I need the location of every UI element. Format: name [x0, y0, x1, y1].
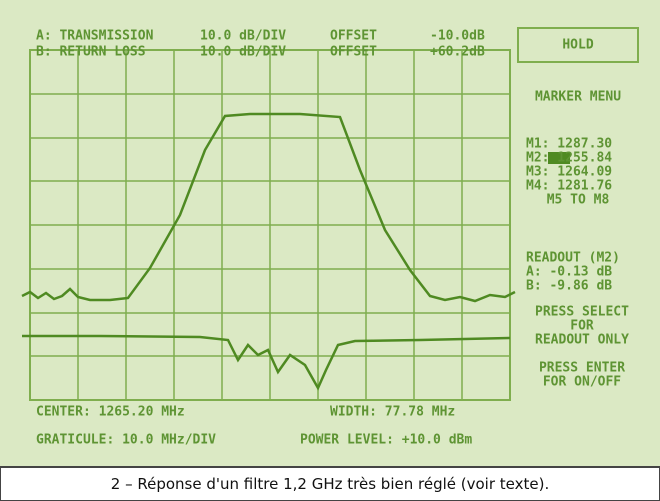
screen-bg — [0, 0, 660, 466]
hint: FOR — [570, 319, 594, 334]
header-text: B: RETURN LOSS — [36, 45, 146, 60]
marker: M4: 1281.76 — [526, 179, 612, 194]
marker: M1: 1287.30 — [526, 137, 612, 152]
hold-label: HOLD — [562, 38, 593, 53]
screen: A: TRANSMISSION 10.0 dB/DIV OFFSET -10.0… — [0, 0, 660, 466]
marker-more: M5 TO M8 — [547, 193, 610, 208]
header-text: -10.0dB — [430, 29, 485, 44]
hint: PRESS SELECT — [535, 305, 629, 320]
header-text: A: TRANSMISSION — [36, 29, 154, 44]
caption: 2 – Réponse d'un filtre 1,2 GHz très bie… — [0, 466, 660, 501]
footer-text: WIDTH: 77.78 MHz — [330, 405, 455, 420]
transmission-trace — [21, 112, 516, 303]
readout: B: -9.86 dB — [526, 279, 612, 294]
hint: FOR ON/OFF — [543, 375, 621, 390]
header-text: +60.2dB — [430, 45, 485, 60]
readout: READOUT (M2) — [526, 251, 620, 266]
footer-text: GRATICULE: 10.0 MHz/DIV — [36, 433, 216, 448]
hint: READOUT ONLY — [535, 333, 629, 348]
hold-box — [517, 27, 639, 63]
marker-cursor — [548, 152, 570, 164]
hint: PRESS ENTER — [539, 361, 625, 376]
graticule — [29, 49, 511, 401]
header-text: 10.0 dB/DIV — [200, 45, 286, 60]
header-text: OFFSET — [330, 29, 377, 44]
footer-text: CENTER: 1265.20 MHz — [36, 405, 185, 420]
header-text: 10.0 dB/DIV — [200, 29, 286, 44]
readout: A: -0.13 dB — [526, 265, 612, 280]
texts: A: TRANSMISSION 10.0 dB/DIV OFFSET -10.0… — [36, 29, 629, 448]
header-text: OFFSET — [330, 45, 377, 60]
menu-title: MARKER MENU — [535, 90, 621, 105]
footer-text: POWER LEVEL: +10.0 dBm — [300, 433, 472, 448]
marker: M3: 1264.09 — [526, 165, 612, 180]
return-loss-trace — [22, 334, 511, 391]
marker: M2: 1255.84 — [526, 151, 612, 166]
